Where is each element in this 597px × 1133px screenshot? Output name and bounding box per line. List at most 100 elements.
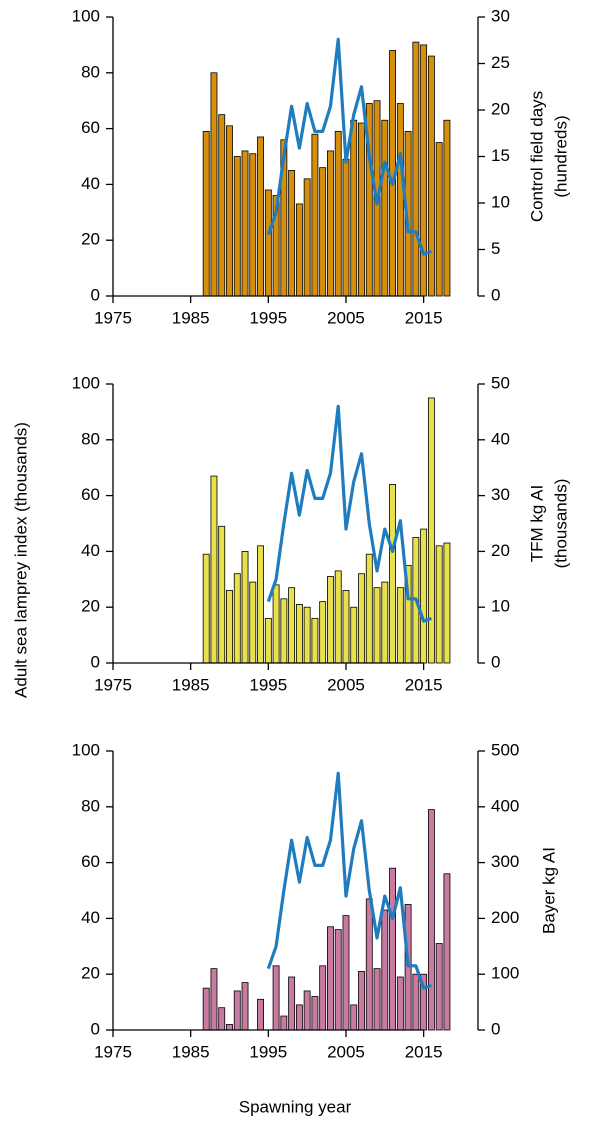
bar [311,617,319,664]
bar [257,136,264,297]
bar [218,1007,226,1031]
line [266,404,432,623]
bar [334,570,342,664]
bar [257,545,264,664]
y-tick-label: 40 [81,908,100,927]
y2-tick-label: 0 [491,285,500,304]
bar [233,573,241,664]
x-tick-label: 2005 [327,308,365,327]
y-tick-label: 80 [81,429,100,448]
bar [443,873,451,1031]
bar [365,898,373,1031]
y-tick-label: 0 [91,285,100,304]
y-tick-label: 0 [91,1019,100,1038]
bar [427,397,435,664]
y2-tick-label: 500 [491,740,519,759]
bar [389,867,397,1031]
y2-tick-label: 15 [491,146,510,165]
bar [327,576,334,664]
bar [311,996,319,1031]
bar [303,606,311,664]
bar [218,114,226,297]
bar [358,573,365,664]
bar [218,525,226,664]
line [266,37,432,256]
bar [420,528,428,664]
bar [412,973,420,1031]
y-tick-label: 60 [81,852,100,871]
bar [280,598,288,664]
bar [420,44,428,297]
bar [202,553,210,664]
y2-tick-label: 5 [491,239,500,258]
y2-tick-label: 10 [491,597,510,616]
bar [396,103,404,297]
bar [272,584,280,664]
bar [342,590,350,664]
bar [210,968,218,1031]
bar [381,119,389,297]
bar [264,617,272,664]
bar [412,41,420,297]
y2-axis-label: TFM kg AI [527,485,546,562]
y-tick-label: 20 [81,230,100,249]
bar [427,55,435,297]
bar [233,156,241,297]
bar [342,915,350,1031]
y-tick-label: 100 [72,740,100,759]
x-axis-label: Spawning year [239,1097,352,1116]
y-axis-label: Adult sea lamprey index (thousands) [11,422,30,698]
bar [319,167,327,297]
bar [435,545,443,664]
bar [249,153,257,297]
y2-tick-label: 10 [491,192,510,211]
x-tick-label: 1985 [172,675,210,694]
y2-axis-label: Bayer kg AI [539,847,558,934]
x-tick-label: 1985 [172,308,210,327]
y-tick-label: 20 [81,964,100,983]
y2-tick-label: 0 [491,652,500,671]
bar [327,926,334,1031]
bar [435,943,443,1031]
bar [295,203,303,297]
x-tick-label: 1985 [172,1042,210,1061]
line [266,771,432,990]
y2-tick-label: 40 [491,429,510,448]
bar [226,1024,233,1031]
bar [210,475,218,664]
bar [288,170,296,297]
bar [358,122,365,297]
y-tick-label: 80 [81,796,100,815]
y2-axis-label: (thousands) [551,479,570,569]
bar [241,551,249,664]
y-tick-label: 20 [81,597,100,616]
y-tick-label: 100 [72,6,100,25]
bar [226,125,233,297]
bar [311,133,319,297]
y-tick-label: 80 [81,62,100,81]
y2-axis-label: Control field days [527,91,546,222]
y-tick-label: 60 [81,118,100,137]
x-tick-label: 2015 [405,1042,443,1061]
x-tick-label: 2005 [327,1042,365,1061]
bar [202,987,210,1031]
bar [202,130,210,297]
bar [381,581,389,664]
bar [443,119,451,297]
x-tick-label: 2015 [405,308,443,327]
bar [358,971,365,1031]
bar [303,990,311,1031]
y-tick-label: 40 [81,174,100,193]
y2-tick-label: 50 [491,373,510,392]
bar [288,976,296,1031]
bar [381,909,389,1031]
y2-tick-label: 100 [491,964,519,983]
bar [257,998,264,1031]
y2-tick-label: 300 [491,852,519,871]
y-tick-label: 0 [91,652,100,671]
x-tick-label: 1995 [249,1042,287,1061]
bar [288,587,296,664]
x-tick-label: 1995 [249,308,287,327]
bar [241,150,249,297]
bar [342,158,350,297]
